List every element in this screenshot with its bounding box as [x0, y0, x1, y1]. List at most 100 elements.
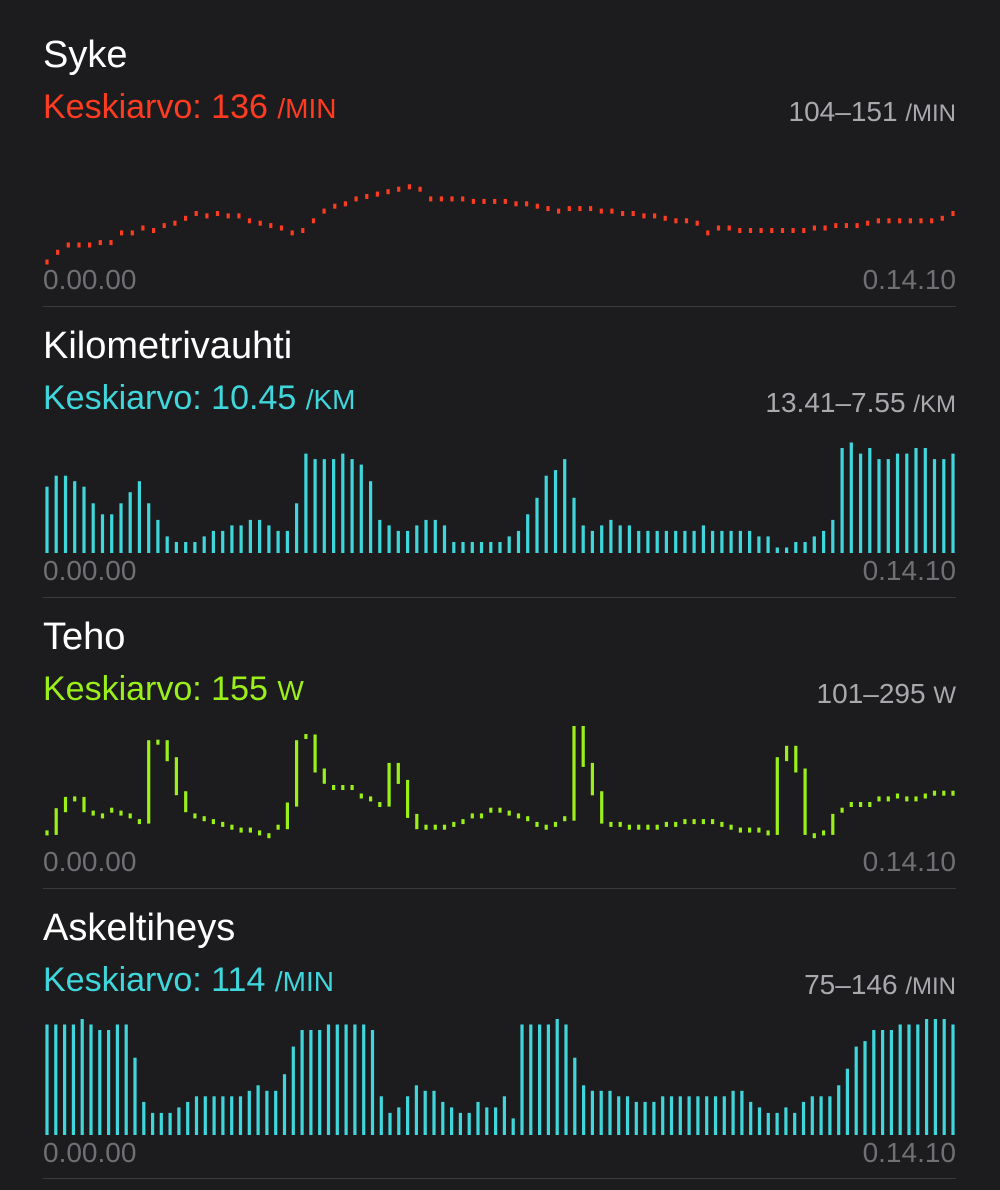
chart-bar: [221, 530, 225, 553]
section-askeltiheys[interactable]: Askeltiheys Keskiarvo: 114 /MIN 75–146 /…: [0, 873, 1000, 1179]
range-value: 13.41–7.55 /KM: [765, 389, 956, 417]
chart-bar: [89, 1024, 93, 1135]
chart-bar: [441, 1101, 445, 1135]
chart-bar: [80, 1019, 84, 1135]
chart-point: [452, 821, 456, 827]
chart-bar: [617, 1096, 621, 1135]
chart-bar: [859, 453, 863, 553]
chart-point: [77, 242, 81, 248]
chart-bar: [450, 1107, 454, 1135]
chart-bar: [819, 1096, 823, 1135]
chart-bar: [646, 530, 650, 553]
chart-point: [258, 830, 262, 836]
chart-bar: [793, 1112, 797, 1135]
chart-bar: [221, 1096, 225, 1135]
chart-bar: [655, 530, 659, 553]
chart-bar: [159, 1112, 163, 1135]
chart-point: [386, 189, 390, 195]
chart-point: [433, 824, 437, 830]
chart-bar: [174, 542, 178, 553]
chart-point: [589, 206, 593, 212]
chart-point: [716, 225, 721, 231]
chart-point: [535, 821, 539, 827]
chart-point: [290, 230, 294, 236]
chart-point: [226, 213, 230, 219]
chart-bar: [378, 519, 382, 553]
chart-point: [461, 196, 465, 202]
chart-bar: [687, 1096, 691, 1135]
chart-bar: [749, 1101, 753, 1135]
chart-bar: [276, 530, 280, 553]
chart-point: [770, 228, 774, 233]
chart-bar: [868, 448, 872, 553]
chart-bar: [511, 1118, 515, 1135]
section-title: Askeltiheys: [43, 907, 236, 949]
chart-bar: [202, 536, 206, 553]
chart-point: [876, 218, 880, 224]
chart-bar: [925, 1019, 929, 1135]
chart-point: [823, 225, 827, 231]
chart-point: [610, 208, 614, 214]
chart-point: [738, 827, 742, 833]
chart-bar: [470, 542, 474, 553]
section-kilometrivauhti[interactable]: Kilometrivauhti Keskiarvo: 10.45 /KM 13.…: [0, 291, 1000, 598]
chart-bar: [274, 1090, 278, 1135]
range-unit: W: [933, 682, 956, 709]
chart-point: [526, 816, 530, 822]
chart-bar: [625, 1096, 630, 1135]
chart-bar: [553, 470, 558, 553]
chart-point: [365, 194, 369, 199]
chart-point: [849, 802, 853, 807]
chart-point: [600, 791, 604, 824]
chart-bar: [674, 530, 678, 553]
chart-bar: [359, 464, 363, 553]
chart-bar: [627, 525, 631, 553]
section-syke[interactable]: Syke Keskiarvo: 136 /MIN 104–151 /MIN 0.…: [0, 0, 1000, 307]
chart-bar: [572, 497, 576, 553]
x-axis-end: 0.14.10: [862, 846, 956, 877]
chart-bar: [872, 1030, 876, 1135]
chart-point: [230, 824, 234, 830]
section-divider: [43, 888, 956, 889]
x-axis-end: 0.14.10: [862, 264, 956, 295]
range-label: 104–151: [788, 96, 898, 127]
chart-bar: [362, 1024, 366, 1135]
chart-bar: [433, 519, 437, 553]
chart-bar: [812, 536, 816, 553]
chart-bar: [147, 503, 151, 553]
x-axis-end: 0.14.10: [862, 555, 956, 586]
chart-point: [692, 819, 696, 825]
average-label: Keskiarvo: 114: [43, 961, 266, 999]
chart-bar: [877, 459, 881, 553]
chart-bar: [845, 1068, 849, 1135]
chart-point: [378, 802, 382, 807]
chart-point: [247, 218, 252, 224]
chart-point: [866, 220, 870, 226]
chart-bar: [886, 459, 890, 553]
chart-point: [66, 242, 70, 248]
chart-bar: [238, 1096, 243, 1135]
chart-point: [802, 228, 806, 233]
chart-point: [493, 198, 497, 204]
chart-bar: [914, 448, 918, 553]
chart-bar: [165, 536, 169, 553]
chart-point: [908, 218, 912, 224]
chart-bar: [713, 1096, 718, 1135]
chart-point: [461, 819, 465, 825]
average-label: Keskiarvo: 136: [43, 88, 268, 126]
chart-bar: [256, 1085, 260, 1135]
range-value: 104–151 /MIN: [789, 98, 956, 126]
chart-point: [237, 213, 241, 219]
chart-bar: [837, 1085, 841, 1135]
range-unit: /MIN: [905, 973, 956, 1000]
chart-point: [834, 223, 838, 229]
chart-point: [482, 198, 486, 204]
chart-point: [418, 186, 422, 192]
section-teho[interactable]: Teho Keskiarvo: 155 W 101–295 W 0.00.00 …: [0, 582, 1000, 889]
chart-bar: [370, 1030, 375, 1135]
average-label: Keskiarvo: 10.45: [43, 379, 297, 417]
chart-point: [397, 186, 401, 192]
chart-point: [748, 827, 752, 833]
chart-bar: [128, 492, 132, 553]
chart-point: [285, 802, 289, 830]
